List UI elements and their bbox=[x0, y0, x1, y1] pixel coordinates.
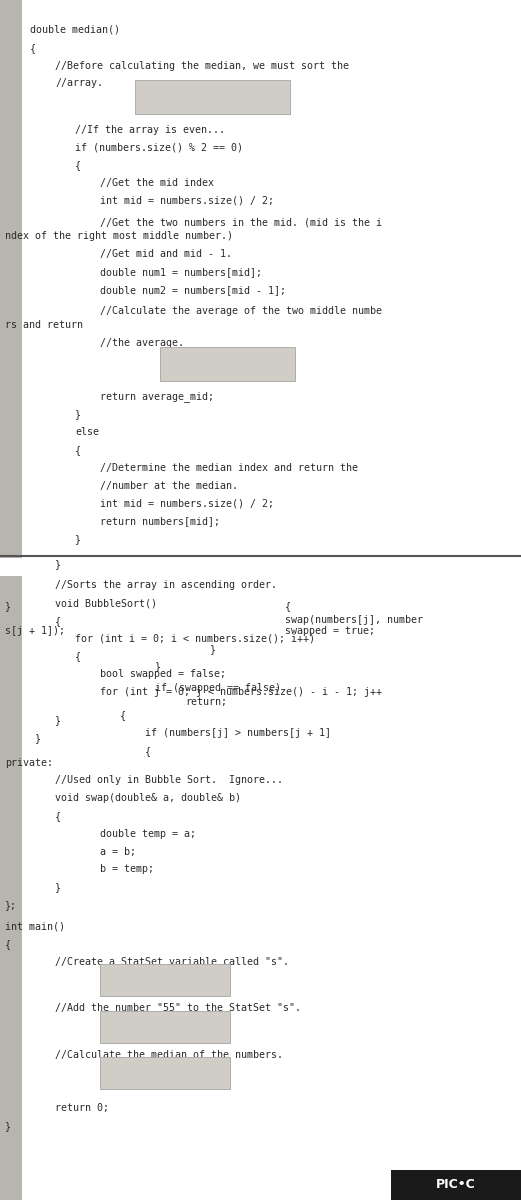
Text: for (int i = 0; i < numbers.size(); i++): for (int i = 0; i < numbers.size(); i++) bbox=[75, 634, 315, 643]
Text: }: } bbox=[55, 882, 61, 893]
Text: void BubbleSort(): void BubbleSort() bbox=[55, 598, 157, 608]
Text: //Before calculating the median, we must sort the: //Before calculating the median, we must… bbox=[55, 60, 349, 71]
Text: {: { bbox=[55, 811, 61, 821]
Text: }: } bbox=[5, 1121, 11, 1130]
Text: private:: private: bbox=[5, 757, 53, 768]
Text: int mid = numbers.size() / 2;: int mid = numbers.size() / 2; bbox=[100, 196, 274, 206]
Bar bbox=[100, 965, 230, 996]
Text: }: } bbox=[5, 601, 11, 611]
Text: //Get the mid index: //Get the mid index bbox=[100, 178, 214, 188]
Text: };: }; bbox=[5, 900, 17, 910]
Bar bbox=[0, 576, 22, 1200]
Text: {: { bbox=[30, 43, 36, 53]
Text: ndex of the right most middle number.): ndex of the right most middle number.) bbox=[5, 232, 233, 241]
Text: int mid = numbers.size() / 2;: int mid = numbers.size() / 2; bbox=[100, 498, 274, 509]
Text: //Get the two numbers in the mid. (mid is the i: //Get the two numbers in the mid. (mid i… bbox=[100, 217, 382, 227]
Text: }: } bbox=[55, 559, 61, 569]
Bar bbox=[0, 0, 22, 558]
Text: //Sorts the array in ascending order.: //Sorts the array in ascending order. bbox=[55, 581, 277, 590]
Text: }: } bbox=[210, 643, 216, 654]
Text: }: } bbox=[75, 409, 81, 420]
Text: //Determine the median index and return the: //Determine the median index and return … bbox=[100, 463, 358, 473]
Text: if (swapped == false): if (swapped == false) bbox=[155, 683, 281, 692]
Text: double temp = a;: double temp = a; bbox=[100, 829, 196, 839]
Text: //Get mid and mid - 1.: //Get mid and mid - 1. bbox=[100, 250, 232, 259]
Text: int main(): int main() bbox=[5, 922, 65, 931]
Bar bbox=[160, 347, 295, 382]
Text: //array.: //array. bbox=[55, 78, 103, 89]
Text: return 0;: return 0; bbox=[55, 1103, 109, 1112]
Text: double median(): double median() bbox=[30, 25, 120, 35]
Text: bool swapped = false;: bool swapped = false; bbox=[100, 670, 226, 679]
Text: }: } bbox=[55, 715, 61, 725]
Text: //Add the number "55" to the StatSet "s".: //Add the number "55" to the StatSet "s"… bbox=[55, 1003, 301, 1013]
Text: {: { bbox=[55, 616, 61, 626]
Text: b = temp;: b = temp; bbox=[100, 864, 154, 875]
Text: return numbers[mid];: return numbers[mid]; bbox=[100, 516, 220, 527]
Text: double num1 = numbers[mid];: double num1 = numbers[mid]; bbox=[100, 268, 262, 277]
Text: }: } bbox=[35, 733, 41, 743]
Text: swap(numbers[j], number: swap(numbers[j], number bbox=[285, 616, 423, 625]
Text: return average_mid;: return average_mid; bbox=[100, 391, 214, 402]
Text: //Calculate the average of the two middle numbe: //Calculate the average of the two middl… bbox=[100, 306, 382, 317]
Bar bbox=[391, 1170, 521, 1200]
Text: double num2 = numbers[mid - 1];: double num2 = numbers[mid - 1]; bbox=[100, 284, 286, 295]
Text: a = b;: a = b; bbox=[100, 847, 136, 857]
Text: if (numbers[j] > numbers[j + 1]: if (numbers[j] > numbers[j + 1] bbox=[145, 728, 331, 738]
Text: PIC•C: PIC•C bbox=[436, 1178, 476, 1192]
Text: void swap(double& a, double& b): void swap(double& a, double& b) bbox=[55, 793, 241, 803]
Text: {: { bbox=[285, 601, 291, 611]
Text: {: { bbox=[75, 652, 81, 661]
Text: }: } bbox=[155, 661, 161, 672]
Text: for (int j = 0; j < numbers.size() - i - 1; j++: for (int j = 0; j < numbers.size() - i -… bbox=[100, 688, 382, 697]
Text: {: { bbox=[5, 940, 11, 949]
Text: //number at the median.: //number at the median. bbox=[100, 481, 238, 491]
Text: s[j + 1]);: s[j + 1]); bbox=[5, 626, 65, 636]
Text: swapped = true;: swapped = true; bbox=[285, 626, 375, 636]
Text: }: } bbox=[75, 534, 81, 544]
Text: //Calculate the median of the numbers.: //Calculate the median of the numbers. bbox=[55, 1050, 283, 1060]
Text: if (numbers.size() % 2 == 0): if (numbers.size() % 2 == 0) bbox=[75, 143, 243, 152]
Text: else: else bbox=[75, 427, 99, 437]
Text: //the average.: //the average. bbox=[100, 338, 184, 348]
Bar bbox=[135, 80, 290, 114]
Text: //Create a StatSet variable called "s".: //Create a StatSet variable called "s". bbox=[55, 956, 289, 967]
Text: {: { bbox=[120, 710, 126, 720]
Text: //If the array is even...: //If the array is even... bbox=[75, 125, 225, 134]
Text: {: { bbox=[75, 445, 81, 455]
Text: {: { bbox=[145, 746, 151, 756]
Text: //Used only in Bubble Sort.  Ignore...: //Used only in Bubble Sort. Ignore... bbox=[55, 775, 283, 786]
Bar bbox=[100, 1057, 230, 1088]
Text: {: { bbox=[75, 161, 81, 170]
Text: rs and return: rs and return bbox=[5, 320, 83, 330]
Bar bbox=[100, 1010, 230, 1043]
Text: return;: return; bbox=[185, 697, 227, 707]
